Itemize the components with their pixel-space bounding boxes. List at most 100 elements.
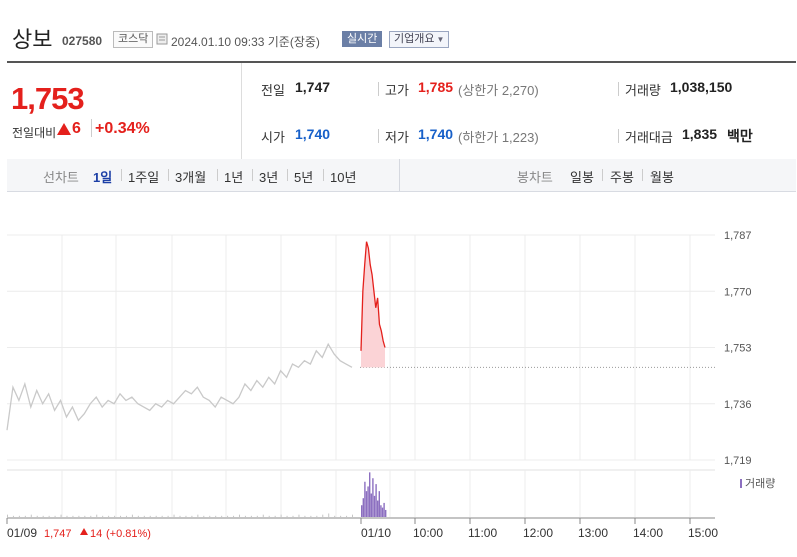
volume-bar <box>36 515 38 517</box>
y-tick-label: 1,787 <box>724 230 752 242</box>
volume-bar <box>380 505 382 517</box>
volume-bar <box>102 515 104 517</box>
prev-day-price-line <box>6 342 353 431</box>
volume-bar <box>84 515 86 517</box>
volume-bar <box>48 515 50 517</box>
x-tick-label: 12:00 <box>523 526 553 540</box>
divider <box>252 169 253 181</box>
open-value: 1,740 <box>295 126 331 142</box>
volume-bar <box>120 515 122 517</box>
tab-1w[interactable]: 1주일 <box>128 170 160 185</box>
x-tick-label: 15:00 <box>688 526 718 540</box>
volume-bar <box>108 515 110 517</box>
chart-period-tabs: 선차트 1일 1주일 3개월 1년 3년 5년 10년 봉차트 일봉 주봉 월봉 <box>7 159 796 192</box>
volume-legend-label: 거래량 <box>745 477 775 490</box>
tab-1y[interactable]: 1년 <box>224 170 244 185</box>
volume-bar <box>377 500 379 517</box>
divider <box>618 129 619 143</box>
volume-bar <box>143 515 145 517</box>
timestamp: 2024.01.10 09:33 기준(장중) <box>171 35 320 49</box>
volume-label: 거래량 <box>625 83 661 98</box>
volume-bar <box>137 515 139 517</box>
volume-bar <box>24 515 26 517</box>
high-value: 1,785 <box>418 79 454 95</box>
stock-code: 027580 <box>62 34 103 48</box>
volume-bar <box>7 514 8 517</box>
divider <box>323 169 324 181</box>
tab-5y[interactable]: 5년 <box>294 170 314 185</box>
tab-weekly[interactable]: 주봉 <box>610 170 634 185</box>
volume-bar <box>42 515 44 517</box>
price-panel: 1,753 전일대비 6 +0.34% <box>7 63 242 159</box>
low-label: 저가 <box>385 130 409 145</box>
volume-bar <box>373 495 376 517</box>
volume-bar <box>292 515 294 517</box>
divider <box>618 82 619 96</box>
volume-bar <box>114 515 116 517</box>
volume-bar <box>362 498 364 517</box>
change-label: 전일대비 <box>12 126 57 140</box>
volume-bar <box>90 515 92 517</box>
x-tick-label: 11:00 <box>468 526 497 540</box>
volume-bar <box>381 507 384 517</box>
volume-bar <box>197 514 199 517</box>
volume-bar <box>262 514 264 517</box>
volume-bar <box>131 514 133 517</box>
volume-bar <box>268 515 270 517</box>
prev-day-close: 1,747 <box>44 528 72 540</box>
volume-bar <box>372 478 374 517</box>
volume-bar <box>322 514 324 517</box>
volume-bar <box>385 509 387 517</box>
today-price-line <box>360 241 386 351</box>
volume-bar <box>298 514 300 517</box>
x-tick-label: 01/10 <box>361 526 391 540</box>
volume-bar <box>203 515 205 517</box>
document-icon <box>156 33 168 45</box>
change-amount: 6 <box>72 120 81 137</box>
volume-bar <box>304 515 306 517</box>
volume-bar <box>250 515 252 517</box>
company-overview-label: 기업개요 <box>394 33 435 45</box>
volume-bar <box>274 515 276 517</box>
amount-label: 거래대금 <box>625 130 673 145</box>
lower-limit: (하한가 1,223) <box>458 130 539 145</box>
y-tick-label: 1,736 <box>724 399 752 411</box>
intraday-chart: 1,787 1,770 1,753 1,736 1,719 거래량 01/10 10:00 11… <box>6 230 775 540</box>
chevron-down-icon: ▼ <box>436 35 445 44</box>
divider <box>399 159 400 191</box>
tab-daily[interactable]: 일봉 <box>570 170 594 185</box>
volume-bar <box>221 515 223 517</box>
change-percent: +0.34% <box>95 120 150 137</box>
quote-summary: 1,753 전일대비 6 +0.34% 전일 1,747 고가 1,785 (상… <box>7 61 796 162</box>
volume-bar <box>375 484 377 517</box>
y-tick-label: 1,753 <box>724 343 752 355</box>
tab-1d[interactable]: 1일 <box>93 170 113 185</box>
volume-bar <box>78 515 80 517</box>
prev-close-value: 1,747 <box>295 79 331 95</box>
divider <box>287 169 288 181</box>
divider <box>642 169 643 181</box>
volume-bar <box>233 515 235 517</box>
market-badge: 코스닥 <box>113 31 154 48</box>
volume-bar <box>191 515 193 517</box>
tab-monthly[interactable]: 월봉 <box>650 170 674 185</box>
current-price: 1,753 <box>11 81 85 116</box>
volume-bar <box>60 514 62 517</box>
line-chart-heading: 선차트 <box>43 170 79 185</box>
volume-bar <box>66 515 68 517</box>
volume-bar <box>238 514 240 517</box>
tab-3m[interactable]: 3개월 <box>175 170 207 185</box>
volume-bar <box>364 481 366 517</box>
prev-day-change: 14 <box>90 528 102 540</box>
volume-bar <box>155 515 157 517</box>
tab-10y[interactable]: 10년 <box>330 170 357 185</box>
realtime-button[interactable]: 실시간 <box>342 31 383 47</box>
volume-bar <box>244 515 246 517</box>
divider <box>121 169 122 181</box>
volume-bar <box>286 515 288 517</box>
company-overview-dropdown[interactable]: 기업개요 ▼ <box>389 31 450 48</box>
volume-bar <box>227 515 229 517</box>
y-tick-label: 1,770 <box>724 286 752 298</box>
tab-3y[interactable]: 3년 <box>259 170 279 185</box>
volume-bar <box>149 515 151 517</box>
